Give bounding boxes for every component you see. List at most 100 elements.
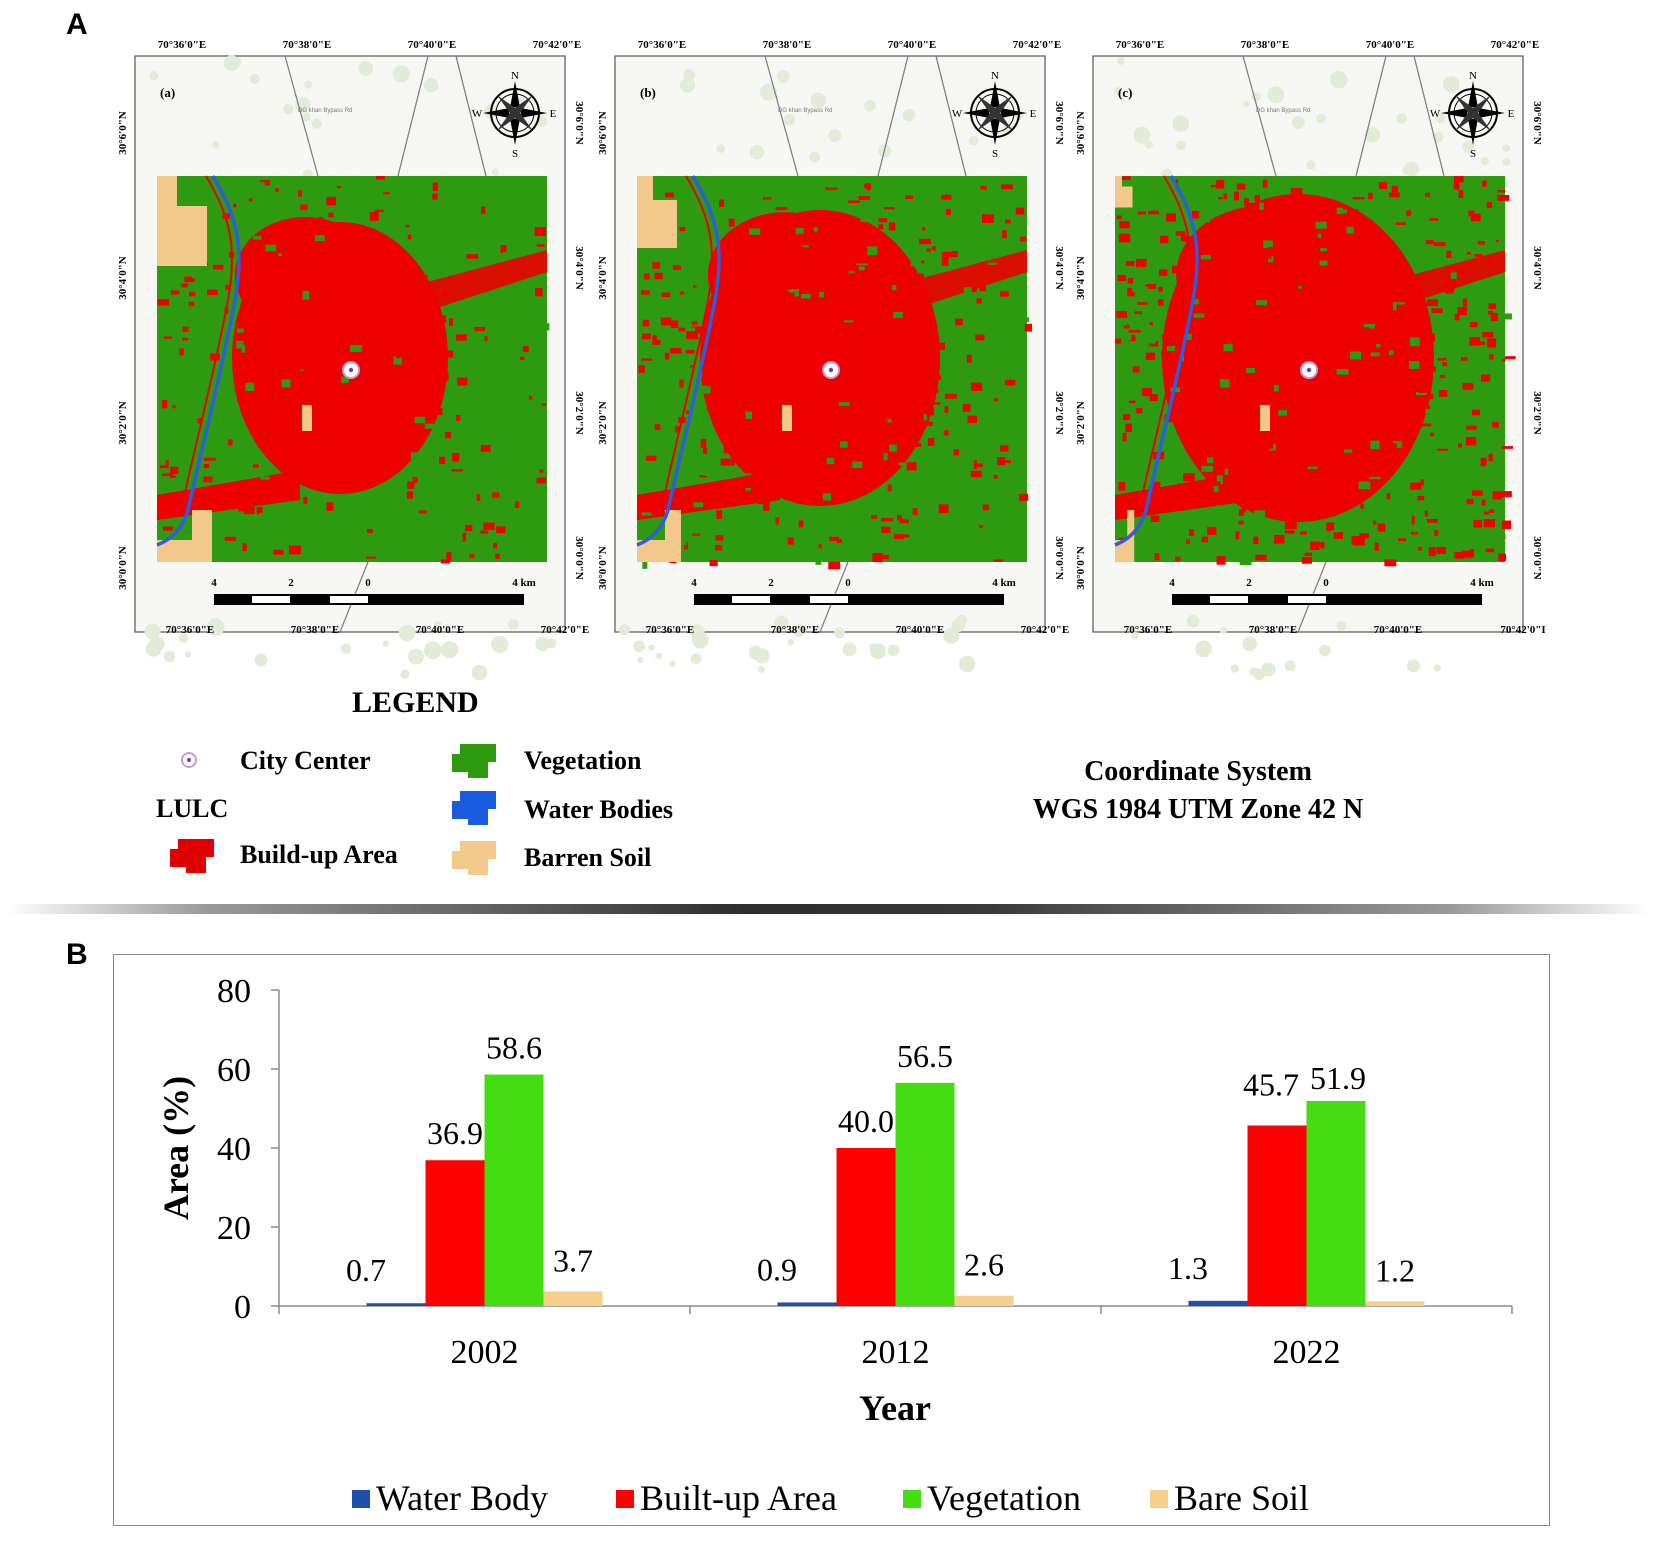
lon-label-bottom: 70°36'0"E (166, 624, 214, 636)
lulc-patch (176, 493, 183, 498)
lulc-patch (172, 399, 181, 409)
lulc-patch (236, 328, 244, 333)
lulc-patch (1351, 536, 1361, 545)
lulc-patch (1388, 350, 1394, 356)
lulc-patch (709, 559, 718, 567)
lulc-patch (904, 534, 910, 538)
basemap-patch (787, 638, 795, 646)
lulc-patch (875, 471, 884, 477)
lulc-patch (419, 202, 428, 211)
lulc-patch (876, 367, 881, 374)
lulc-patch (1411, 515, 1415, 525)
lulc-patch (966, 438, 977, 441)
lulc-patch (852, 533, 859, 538)
lulc-patch (216, 534, 224, 539)
scale-bar (694, 594, 1004, 605)
lulc-patch (867, 246, 878, 256)
lulc-patch (1369, 378, 1374, 384)
basemap-patch (757, 666, 765, 674)
lulc-maps: DG khan Bypass Rd (a) N S W E 70°36'0"E 70°38'0… (117, 39, 1546, 681)
lulc-patch (204, 457, 216, 461)
lon-label-bottom: 70°36'0"E (646, 624, 694, 636)
lulc-patch (384, 246, 390, 255)
compass-e-label: E (550, 108, 557, 120)
lulc-patch (642, 560, 648, 569)
lulc-patch (294, 364, 305, 370)
basemap-patch (163, 651, 176, 663)
lulc-patch (945, 208, 951, 216)
lulc-patch (848, 330, 859, 336)
lulc-patch (1248, 441, 1256, 449)
lulc-patch (654, 272, 663, 280)
lulc-patch (1229, 405, 1237, 414)
lulc-patch (1233, 191, 1240, 201)
lulc-patch (641, 290, 651, 295)
compass-rose-icon: N S W E (1430, 70, 1515, 160)
lulc-patch (203, 476, 213, 483)
lulc-patch (1480, 301, 1485, 308)
lulc-patch (1350, 262, 1361, 268)
lulc-patch (1235, 531, 1240, 540)
lulc-patch (1433, 242, 1446, 247)
legend-swatch (1150, 1490, 1168, 1508)
scale-label: 4 km (1470, 577, 1494, 589)
lulc-patch (1393, 359, 1399, 363)
lulc-patch (893, 312, 903, 318)
lulc-patch (942, 458, 953, 467)
lulc-patch (699, 385, 707, 393)
lulc-patch (839, 389, 850, 399)
lulc-patch (393, 494, 398, 503)
water-swatch-icon (452, 791, 496, 825)
lulc-patch (1342, 266, 1354, 273)
lulc-patch (819, 213, 824, 222)
lulc-patch (828, 477, 835, 487)
lulc-patch (881, 517, 893, 522)
lulc-patch (1291, 412, 1298, 421)
lulc-patch (366, 454, 375, 460)
lulc-patch (976, 298, 984, 304)
lon-label-top: 70°42'0"E (533, 39, 581, 51)
lon-label-top: 70°40'0"E (1366, 39, 1414, 51)
lulc-patch (438, 315, 447, 324)
lulc-patch (797, 388, 804, 397)
lulc-patch (914, 293, 925, 302)
lulc-patch (670, 347, 682, 354)
lulc-patch (1146, 270, 1152, 274)
lulc-patch (672, 265, 681, 270)
lulc-patch (328, 212, 334, 218)
value-label: 58.6 (486, 1030, 542, 1066)
lulc-patch (937, 375, 942, 380)
barren-patch-north (1115, 176, 1133, 208)
lulc-patch (1377, 460, 1388, 467)
y-axis-title: Area (%) (156, 1076, 196, 1220)
lulc-patch (361, 446, 371, 452)
lulc-patch (975, 334, 985, 341)
lulc-patch (451, 469, 463, 472)
lulc-patch (1480, 458, 1487, 465)
lulc-patch (1462, 382, 1473, 390)
lulc-patch (1320, 303, 1329, 311)
lulc-patch (1223, 343, 1233, 352)
lulc-patch (480, 444, 491, 452)
lulc-patch (501, 440, 506, 448)
compass-w-label: W (1430, 108, 1441, 120)
lon-label-bottom: 70°42'0"E (1021, 624, 1069, 636)
lulc-patch (898, 462, 907, 466)
basemap-patch (1480, 157, 1489, 166)
basemap-patch (223, 55, 240, 72)
lulc-patch (866, 184, 872, 190)
lulc-patch (922, 227, 926, 231)
lulc-patch (376, 176, 385, 180)
lulc-patch (1219, 379, 1230, 388)
lulc-patch (813, 227, 818, 232)
lulc-patch (462, 532, 467, 542)
lulc-patch (790, 221, 801, 225)
lulc-patch (753, 407, 760, 414)
scale-label: 0 (845, 577, 851, 589)
lulc-patch (283, 412, 293, 416)
lulc-patch (252, 464, 259, 468)
lulc-patch (1304, 552, 1313, 556)
lulc-patch (1339, 209, 1349, 214)
basemap-patch (776, 70, 790, 83)
lulc-patch (225, 284, 229, 290)
